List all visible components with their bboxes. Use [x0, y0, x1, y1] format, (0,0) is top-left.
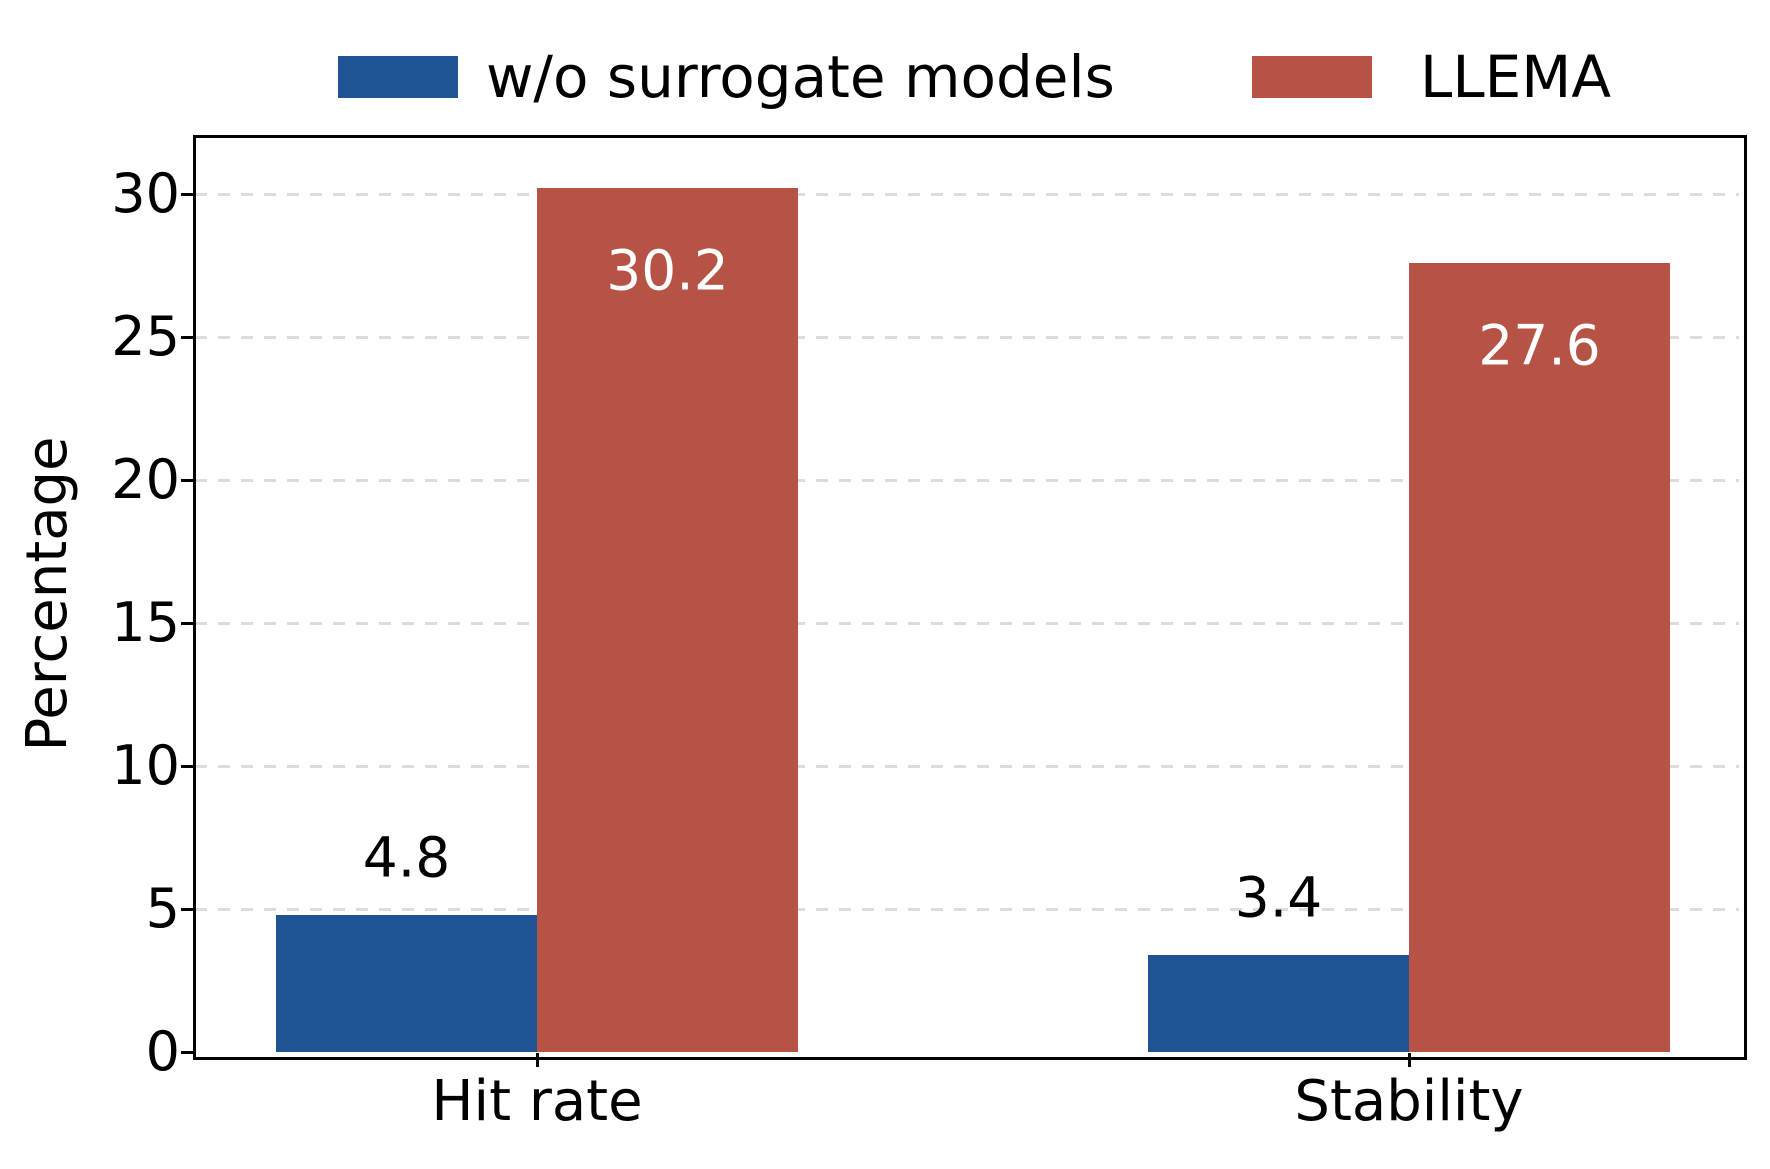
gridline-y-25 [195, 335, 1739, 339]
value-label-4.8: 4.8 [362, 825, 451, 890]
gridline-y-30 [195, 192, 1739, 196]
y-tick-label-5: 5 [145, 877, 180, 941]
gridline-y-15 [195, 621, 1739, 625]
x-tick-label-stability: Stability [1294, 1069, 1524, 1134]
legend-swatch-llema [1252, 56, 1372, 98]
value-label-27.6: 27.6 [1478, 313, 1601, 378]
y-tick-30 [181, 192, 195, 196]
y-tick-label-0: 0 [145, 1020, 180, 1083]
x-tick-label-hit-rate: Hit rate [431, 1069, 643, 1134]
legend-swatch-wo-surrogate-models [338, 56, 458, 98]
y-tick-label-25: 25 [111, 305, 180, 369]
y-tick-label-10: 10 [111, 734, 180, 798]
y-tick-15 [181, 621, 195, 625]
y-tick-label-30: 30 [111, 162, 180, 226]
legend-label-llema: LLEMA [1420, 43, 1611, 111]
gridline-y-20 [195, 478, 1739, 482]
gridline-y-10 [195, 764, 1739, 768]
value-label-30.2: 30.2 [606, 238, 729, 303]
y-tick-label-20: 20 [111, 448, 180, 512]
x-tick-0 [535, 1053, 539, 1067]
x-tick-1 [1407, 1053, 1411, 1067]
y-tick-0 [181, 1050, 195, 1054]
bar-llema-stability [1409, 262, 1670, 1052]
y-tick-25 [181, 335, 195, 339]
y-tick-20 [181, 478, 195, 482]
bar-w-o-surrogate-models-hit-rate [276, 914, 537, 1052]
y-tick-5 [181, 907, 195, 911]
y-tick-label-15: 15 [111, 591, 180, 655]
bar-llema-hit-rate [537, 188, 798, 1052]
gridline-y-5 [195, 907, 1739, 911]
bar-w-o-surrogate-models-stability [1148, 954, 1409, 1052]
y-tick-10 [181, 764, 195, 768]
value-label-3.4: 3.4 [1234, 865, 1323, 930]
legend-label-wo-surrogate-models: w/o surrogate models [486, 43, 1115, 111]
